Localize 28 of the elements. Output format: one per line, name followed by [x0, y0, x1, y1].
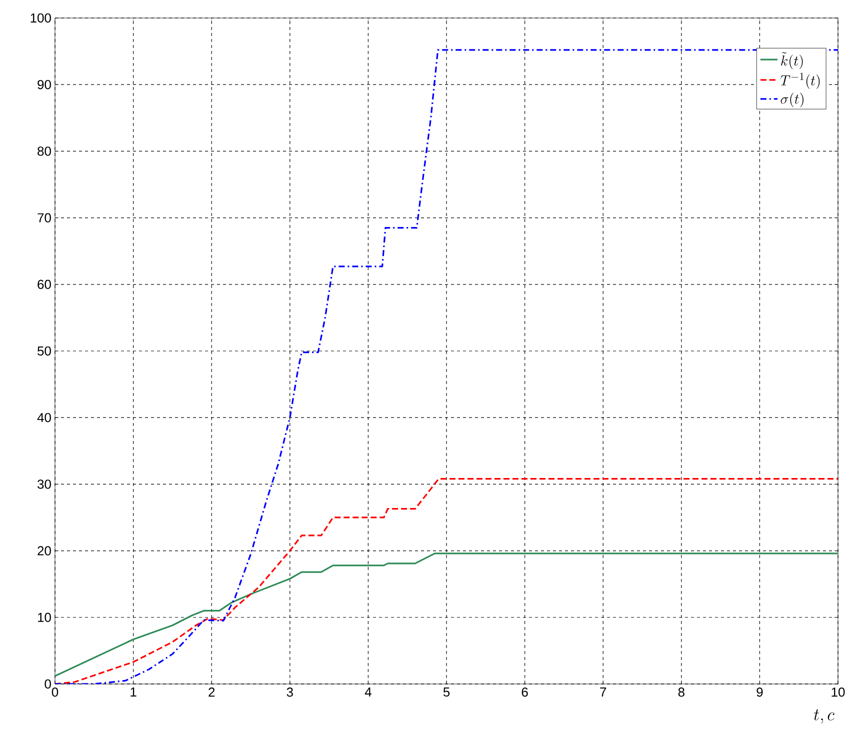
y-tick-label: 40 [37, 412, 51, 422]
legend-label: $T^{-1}(t)$ [780, 72, 820, 89]
legend-label: $\tilde{k}(t)$ [781, 52, 803, 70]
x-tick-label: 2 [208, 688, 215, 697]
y-tick-label: 0 [44, 679, 51, 689]
x-tick-label: 4 [364, 688, 372, 696]
y-tick-label: 90 [38, 80, 51, 90]
y-tick-label: 10 [38, 612, 51, 622]
y-tick-label: 70 [38, 213, 51, 222]
legend-label: $\sigma(t)$ [780, 92, 804, 108]
y-tick-label: 80 [38, 146, 51, 156]
x-tick-label: 1 [130, 688, 136, 696]
x-axis-title: $t,c$ [814, 709, 834, 724]
x-tick-label: 7 [600, 688, 606, 696]
y-tick-label: 20 [38, 546, 51, 556]
x-tick-label: 0 [52, 688, 58, 697]
x-tick-label: 10 [832, 688, 845, 697]
x-tick-label: 6 [522, 688, 528, 697]
x-tick-label: 9 [756, 688, 763, 697]
line-series [55, 49, 838, 684]
line-series [55, 552, 838, 677]
y-tick-label: 100 [30, 13, 51, 23]
x-tick-label: 5 [443, 688, 450, 697]
y-tick-label: 30 [38, 480, 51, 489]
y-tick-label: 50 [38, 346, 51, 356]
y-tick-label: 60 [38, 280, 51, 289]
x-tick-label: 3 [286, 688, 293, 697]
x-tick-label: 8 [678, 688, 684, 697]
